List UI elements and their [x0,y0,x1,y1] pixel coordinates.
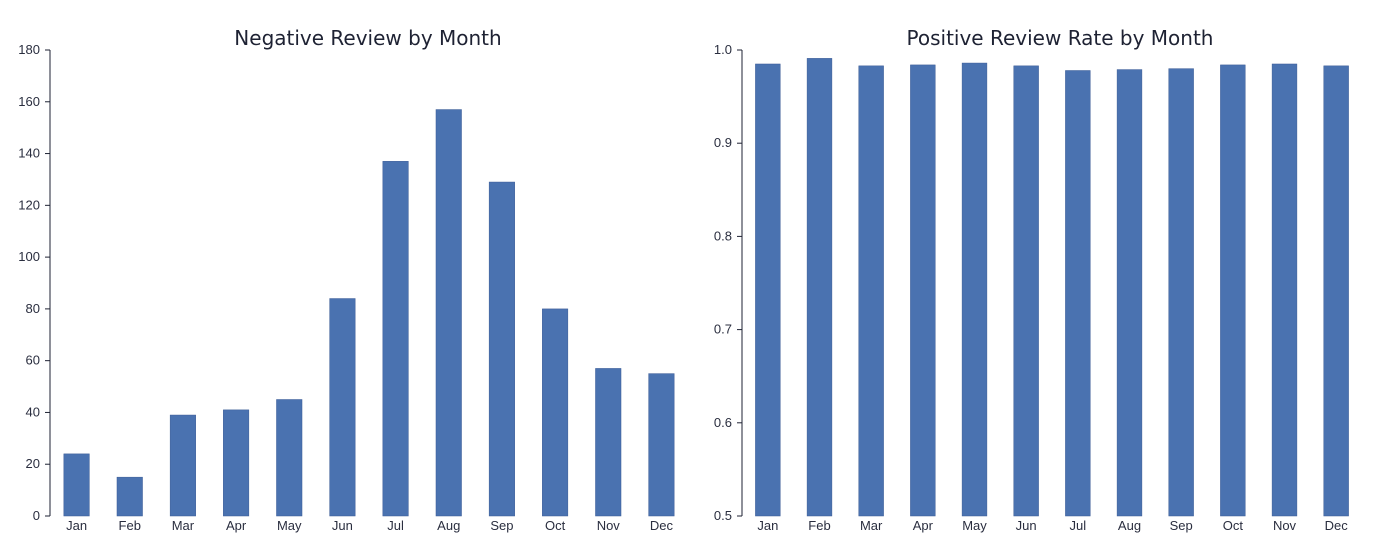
y-tick-label: 40 [26,404,40,419]
bar-feb [806,58,833,517]
y-tick-label: 0.8 [714,228,732,243]
y-tick-label: 120 [18,197,40,212]
bar-apr [910,64,936,517]
y-tick-label: 0.7 [714,322,732,337]
x-tick-label: Jul [1070,518,1087,533]
bar-may [961,62,988,517]
y-tick-label: 180 [18,42,40,57]
x-tick-label: Feb [119,518,141,533]
x-tick-label: Jun [1016,518,1037,533]
bar-apr [223,409,250,517]
bar-mar [169,414,196,517]
y-tick-label: 60 [26,353,40,368]
x-tick-label: Oct [1223,518,1244,533]
x-tick-label: Aug [1118,518,1141,533]
bar-sep [1168,68,1194,517]
x-tick-label: Mar [172,518,195,533]
x-tick-label: May [277,518,302,533]
chart-title: Positive Review Rate by Month [907,26,1214,50]
x-tick-label: May [962,518,987,533]
y-tick-label: 100 [18,249,40,264]
y-tick-label: 80 [26,301,40,316]
bar-aug [1116,69,1143,517]
bar-jun [1013,65,1039,517]
bar-nov [595,368,622,517]
x-tick-label: Jun [332,518,353,533]
x-tick-label: Sep [490,518,513,533]
x-tick-label: Feb [808,518,830,533]
bar-dec [1323,65,1349,517]
y-tick-label: 0.9 [714,135,732,150]
bar-jul [1065,70,1091,517]
x-tick-label: Oct [545,518,566,533]
y-tick-label: 160 [18,94,40,109]
y-tick-label: 0.6 [714,415,732,430]
negative-review-chart: Negative Review by Month 0 20 40 60 80 100 120… [18,26,675,533]
bar-mar [858,65,884,517]
bar-feb [116,476,143,517]
bar-oct [542,308,569,517]
y-tick-label: 1.0 [714,42,732,57]
y-tick-label: 0.5 [714,508,732,523]
x-tick-label: Sep [1170,518,1193,533]
x-tick-label: Jan [66,518,87,533]
y-tick-label: 20 [26,456,40,471]
chart-title: Negative Review by Month [234,26,501,50]
bar-jan [755,63,781,517]
x-tick-label: Nov [597,518,621,533]
bar-nov [1271,63,1298,517]
positive-review-rate-chart: Positive Review Rate by Month 0.5 0.6 0.7 0… [714,26,1349,533]
y-tick-label: 0 [33,508,40,523]
x-tick-label: Apr [913,518,934,533]
x-tick-label: Jan [757,518,778,533]
x-tick-label: Dec [1325,518,1349,533]
x-tick-label: Jul [387,518,404,533]
x-tick-label: Mar [860,518,883,533]
bar-sep [488,181,515,517]
bar-dec [648,373,675,517]
bar-jun [329,298,356,517]
bar-jul [382,161,409,517]
bar-aug [435,109,462,517]
x-tick-label: Dec [650,518,674,533]
bar-jan [63,453,90,517]
bar-may [276,399,303,517]
x-tick-label: Aug [437,518,460,533]
x-tick-label: Nov [1273,518,1297,533]
x-tick-label: Apr [226,518,247,533]
y-tick-label: 140 [18,146,40,161]
bar-oct [1220,64,1246,517]
